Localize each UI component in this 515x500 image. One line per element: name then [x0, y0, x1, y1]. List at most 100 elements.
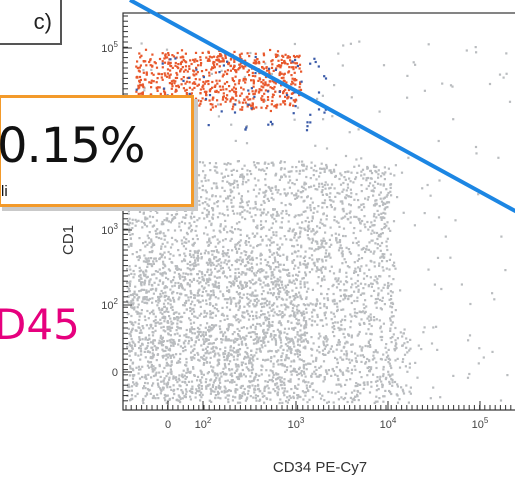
grey-event	[208, 383, 211, 386]
grey-event	[164, 315, 167, 319]
orange-event	[171, 66, 174, 69]
grey-event	[345, 354, 348, 357]
grey-event	[356, 171, 359, 174]
grey-event	[152, 309, 155, 312]
grey-event	[183, 258, 186, 261]
grey-event	[152, 260, 155, 263]
grey-event	[293, 391, 296, 394]
grey-event	[295, 273, 298, 276]
grey-event	[384, 389, 387, 392]
grey-event	[374, 400, 377, 403]
grey-event	[163, 393, 166, 397]
grey-event	[241, 384, 244, 387]
grey-event	[163, 234, 166, 237]
orange-event	[205, 56, 208, 59]
grey-event	[211, 253, 214, 256]
grey-event	[403, 353, 407, 356]
grey-event	[304, 250, 307, 253]
grey-event	[143, 385, 146, 388]
grey-event	[295, 293, 298, 296]
grey-event	[310, 311, 314, 314]
grey-event	[344, 235, 347, 238]
orange-event	[199, 58, 202, 62]
grey-event	[217, 358, 220, 361]
grey-event	[506, 374, 509, 377]
grey-event	[366, 374, 369, 377]
grey-event	[284, 204, 287, 207]
grey-event	[312, 388, 315, 392]
grey-event	[185, 371, 188, 374]
grey-event	[207, 210, 210, 213]
grey-event	[134, 329, 137, 332]
grey-event	[277, 189, 280, 192]
grey-event	[366, 381, 369, 384]
grey-event	[184, 393, 188, 396]
grey-event	[341, 262, 344, 265]
grey-event	[152, 320, 155, 323]
orange-event	[271, 93, 275, 96]
grey-event	[171, 308, 174, 311]
grey-event	[298, 261, 302, 264]
grey-event	[259, 283, 262, 286]
grey-event	[265, 271, 268, 274]
orange-event	[145, 71, 148, 74]
grey-event	[179, 277, 182, 280]
grey-event	[147, 262, 150, 265]
grey-event	[147, 317, 150, 320]
grey-event	[127, 301, 130, 304]
grey-event	[130, 244, 133, 247]
grey-event	[245, 125, 248, 128]
grey-event	[215, 264, 218, 267]
grey-event	[242, 286, 245, 289]
grey-event	[369, 316, 372, 319]
grey-event	[197, 353, 200, 356]
grey-event	[267, 391, 270, 394]
grey-event	[228, 281, 231, 284]
orange-event	[289, 59, 292, 62]
grey-event	[280, 383, 283, 386]
grey-event	[193, 296, 196, 299]
grey-event	[198, 394, 201, 397]
grey-event	[210, 365, 213, 368]
grey-event	[316, 349, 319, 352]
grey-event	[286, 258, 289, 261]
grey-event	[270, 350, 273, 353]
grey-event	[316, 230, 319, 233]
grey-event	[401, 388, 404, 391]
grey-event	[138, 338, 141, 341]
grey-event	[255, 342, 258, 345]
grey-event	[335, 348, 338, 351]
grey-event	[251, 331, 254, 334]
grey-event	[193, 250, 196, 253]
grey-event	[406, 74, 409, 77]
grey-event	[360, 208, 363, 211]
grey-event	[287, 337, 290, 340]
grey-event	[341, 372, 344, 375]
grey-event	[300, 297, 303, 301]
grey-event	[199, 330, 202, 334]
grey-event	[197, 299, 200, 302]
grey-event	[286, 283, 290, 286]
grey-event	[325, 249, 328, 252]
grey-event	[197, 333, 200, 336]
grey-event	[209, 169, 212, 172]
grey-event	[280, 359, 283, 362]
grey-event	[163, 305, 166, 308]
grey-event	[219, 372, 222, 375]
grey-event	[303, 312, 306, 316]
grey-event	[275, 372, 278, 375]
grey-event	[341, 371, 344, 374]
grey-event	[231, 283, 234, 286]
grey-event	[254, 206, 257, 209]
grey-event	[293, 250, 297, 253]
grey-event	[278, 321, 281, 324]
grey-event	[381, 203, 385, 206]
grey-event	[176, 292, 179, 295]
grey-event	[323, 376, 326, 379]
grey-event	[373, 224, 376, 227]
grey-event	[261, 305, 264, 309]
grey-event	[347, 334, 351, 337]
orange-event	[251, 90, 254, 93]
orange-event	[180, 83, 183, 86]
grey-event	[166, 372, 169, 375]
